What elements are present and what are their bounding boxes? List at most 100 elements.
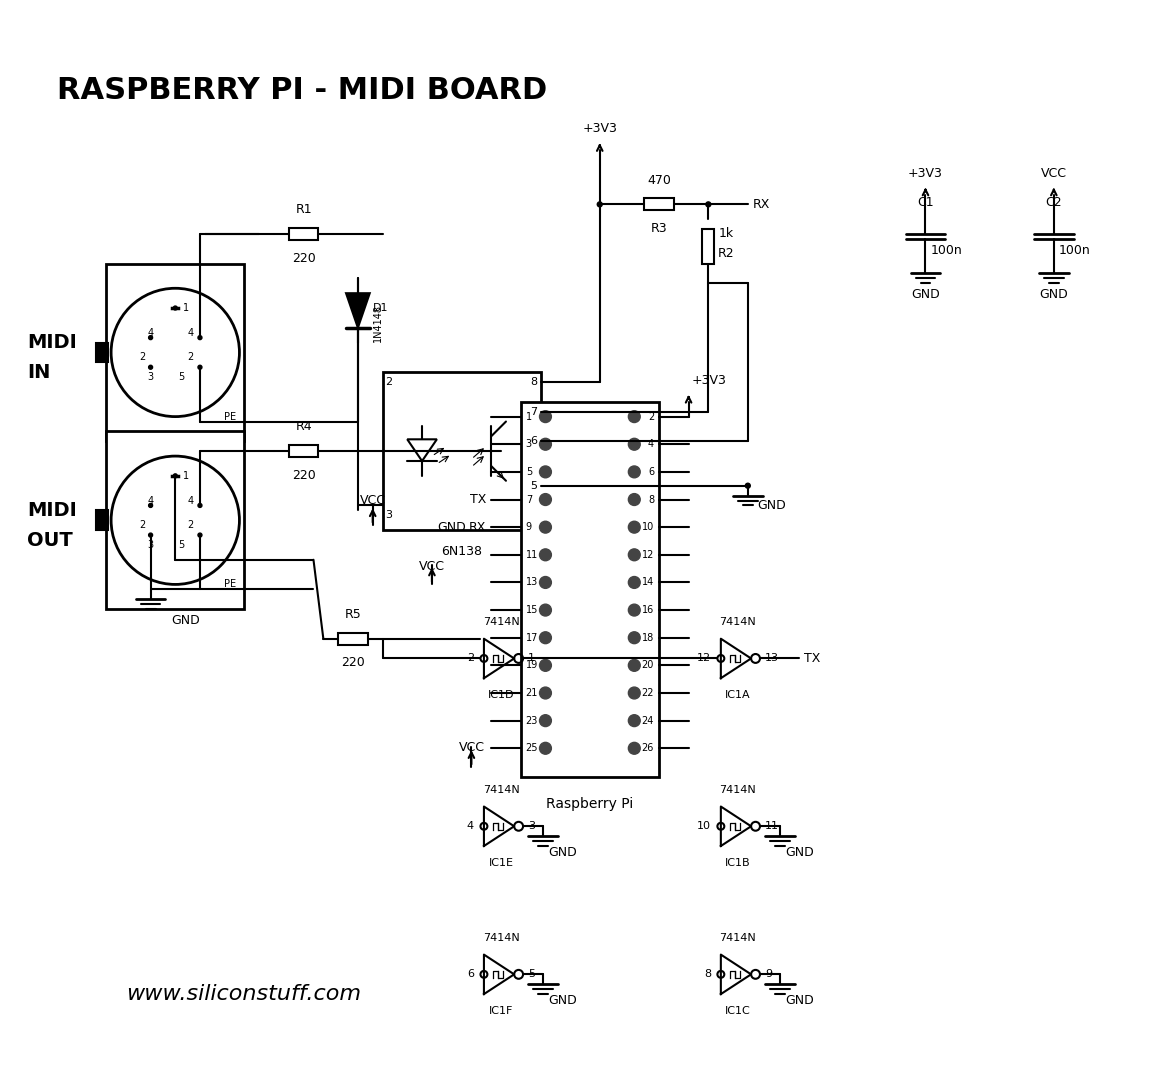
Text: 220: 220 [291,469,316,482]
Text: 100n: 100n [930,244,962,257]
Circle shape [539,742,551,754]
Text: RX: RX [753,198,770,211]
Text: 3: 3 [147,540,153,550]
Circle shape [198,336,202,339]
Text: IC1E: IC1E [488,858,514,868]
Text: 7: 7 [530,407,537,417]
Circle shape [629,660,640,672]
Text: TX: TX [470,494,486,507]
Text: 8: 8 [530,377,537,387]
Bar [107,431,245,609]
Text: OUT: OUT [27,530,73,550]
Text: PE: PE [224,411,235,421]
Text: 2: 2 [187,521,194,530]
Text: C1: C1 [918,197,934,210]
Circle shape [629,549,640,561]
Text: 7414N: 7414N [483,785,520,795]
Text: R2: R2 [718,247,734,260]
Circle shape [629,494,640,505]
Circle shape [539,660,551,672]
Circle shape [148,336,153,339]
Text: IC1F: IC1F [488,1005,513,1016]
Text: D1: D1 [372,303,389,313]
Text: 6: 6 [530,436,537,446]
Text: 12: 12 [641,550,654,559]
Circle shape [148,534,153,537]
Text: PE: PE [224,580,235,590]
Text: 19: 19 [525,660,538,671]
Circle shape [629,465,640,477]
Circle shape [539,687,551,699]
Text: 14: 14 [641,578,654,588]
Text: Raspberry Pi: Raspberry Pi [546,797,633,811]
Text: GND: GND [1039,288,1068,301]
Text: GND: GND [437,521,466,534]
Bar [339,633,368,645]
Text: 3: 3 [528,821,535,832]
Circle shape [706,202,711,207]
Text: 8: 8 [648,495,654,504]
Circle shape [629,632,640,644]
Text: 9: 9 [764,970,773,980]
Text: GND: GND [549,846,577,859]
Text: 8: 8 [704,970,711,980]
Circle shape [629,438,640,450]
Text: 26: 26 [641,743,654,753]
Text: 23: 23 [525,716,538,726]
Text: MIDI: MIDI [27,501,77,519]
Text: 11: 11 [525,550,538,559]
Text: R4: R4 [296,420,312,433]
Text: 20: 20 [641,660,654,671]
Text: IN: IN [27,363,51,381]
Text: 4: 4 [187,496,194,505]
Bar [383,373,541,530]
Text: 2: 2 [139,521,146,530]
Text: GND: GND [171,615,200,627]
Text: 1: 1 [528,653,535,663]
Circle shape [539,604,551,616]
Bar [289,445,318,457]
Text: +3V3: +3V3 [908,166,943,179]
Bar [107,264,245,442]
Text: TX: TX [804,652,821,665]
Circle shape [198,534,202,537]
Text: 2: 2 [139,352,146,363]
Text: 3: 3 [525,440,531,449]
Bar [289,228,318,240]
Text: 21: 21 [525,688,538,698]
Text: GND: GND [911,288,940,301]
Text: +3V3: +3V3 [582,122,617,135]
Circle shape [629,410,640,422]
Text: 9: 9 [525,522,531,532]
Text: 12: 12 [697,653,711,663]
Text: 2: 2 [187,352,194,363]
Text: 5: 5 [525,467,532,477]
Circle shape [539,549,551,561]
Bar [96,511,108,530]
Text: 1: 1 [183,471,189,481]
Text: 5: 5 [530,481,537,490]
Circle shape [173,306,177,310]
Circle shape [539,438,551,450]
Text: IC1D: IC1D [487,690,514,700]
Text: VCC: VCC [458,741,485,754]
Circle shape [148,365,153,369]
Bar [644,199,674,211]
Text: IC1C: IC1C [725,1005,751,1016]
Text: RASPBERRY PI - MIDI BOARD: RASPBERRY PI - MIDI BOARD [57,76,548,105]
Circle shape [198,365,202,369]
Circle shape [539,577,551,589]
Text: 6N138: 6N138 [441,545,483,558]
Text: GND: GND [549,994,577,1007]
Text: R5: R5 [345,608,361,621]
Text: GND: GND [757,499,786,512]
Circle shape [148,503,153,508]
Text: IC1A: IC1A [725,690,751,700]
Text: 7414N: 7414N [719,617,756,626]
Circle shape [539,715,551,727]
Text: 22: 22 [641,688,654,698]
Text: 6: 6 [467,970,474,980]
Circle shape [539,522,551,534]
Text: 220: 220 [291,252,316,265]
Text: GND: GND [785,846,814,859]
